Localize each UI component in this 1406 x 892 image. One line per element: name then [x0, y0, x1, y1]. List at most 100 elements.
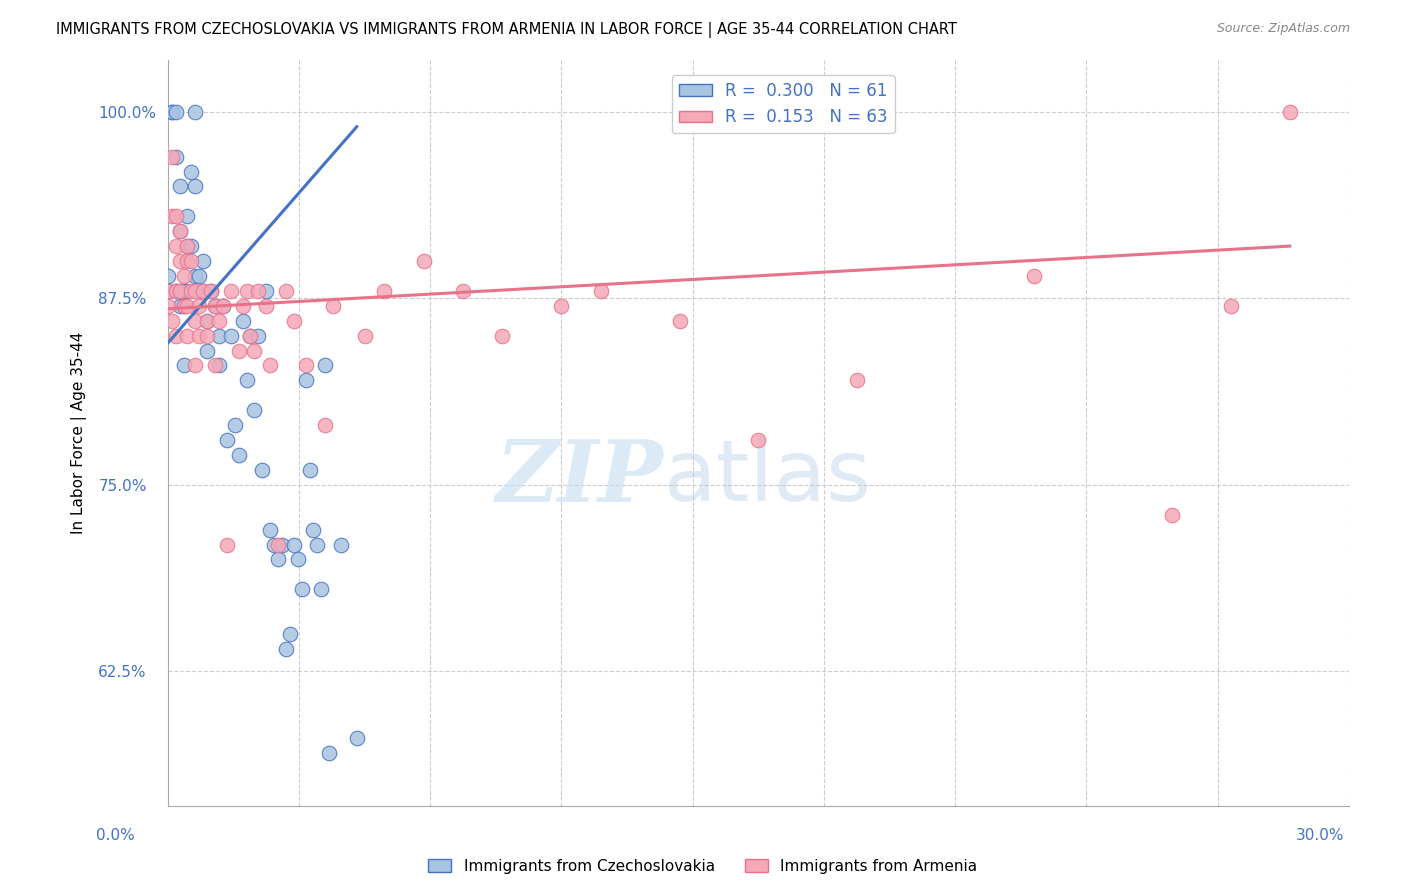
Point [160, 104, 183, 119]
Point [254, 299, 277, 313]
Point [184, 179, 207, 194]
Point [160, 209, 183, 223]
Point [322, 299, 344, 313]
Point [169, 254, 191, 268]
Point [267, 552, 290, 566]
Point [228, 448, 250, 462]
Point [208, 314, 231, 328]
Point [176, 209, 198, 223]
Point [274, 642, 297, 657]
Point [294, 373, 316, 387]
Point [195, 314, 218, 328]
Point [239, 328, 262, 343]
Point [165, 104, 187, 119]
Text: 0.0%: 0.0% [96, 828, 135, 843]
Point [169, 284, 191, 298]
Point [204, 299, 226, 313]
Legend: Immigrants from Czechoslovakia, Immigrants from Armenia: Immigrants from Czechoslovakia, Immigran… [422, 853, 984, 880]
Point [156, 299, 179, 313]
Point [1219, 299, 1241, 313]
Point [195, 314, 218, 328]
Point [314, 418, 336, 433]
Point [224, 418, 246, 433]
Point [291, 582, 314, 597]
Point [219, 328, 242, 343]
Point [283, 314, 305, 328]
Text: Source: ZipAtlas.com: Source: ZipAtlas.com [1216, 22, 1350, 36]
Point [302, 523, 325, 537]
Y-axis label: In Labor Force | Age 35-44: In Labor Force | Age 35-44 [72, 332, 87, 533]
Point [208, 328, 231, 343]
Point [271, 537, 294, 551]
Point [180, 254, 202, 268]
Point [373, 284, 395, 298]
Point [491, 328, 513, 343]
Point [169, 179, 191, 194]
Point [318, 747, 340, 761]
Text: 30.0%: 30.0% [1296, 828, 1344, 843]
Point [169, 299, 191, 313]
Point [232, 314, 254, 328]
Point [169, 284, 191, 298]
Point [353, 328, 375, 343]
Point [1022, 268, 1045, 283]
Point [180, 164, 202, 178]
Point [156, 268, 179, 283]
Point [195, 343, 218, 358]
Point [294, 359, 316, 373]
Point [668, 314, 690, 328]
Point [184, 314, 207, 328]
Point [330, 537, 353, 551]
Point [200, 284, 222, 298]
Point [165, 284, 187, 298]
Text: IMMIGRANTS FROM CZECHOSLOVAKIA VS IMMIGRANTS FROM ARMENIA IN LABOR FORCE | AGE 3: IMMIGRANTS FROM CZECHOSLOVAKIA VS IMMIGR… [56, 22, 957, 38]
Point [247, 284, 270, 298]
Point [314, 359, 336, 373]
Point [263, 537, 285, 551]
Point [747, 433, 769, 447]
Point [235, 373, 257, 387]
Point [307, 537, 329, 551]
Point [215, 537, 238, 551]
Point [169, 224, 191, 238]
Point [212, 299, 235, 313]
Point [176, 328, 198, 343]
Point [156, 284, 179, 298]
Point [346, 731, 368, 746]
Point [184, 284, 207, 298]
Point [173, 299, 195, 313]
Point [243, 343, 266, 358]
Point [1160, 508, 1182, 522]
Point [550, 299, 572, 313]
Point [156, 284, 179, 298]
Point [188, 328, 211, 343]
Point [311, 582, 333, 597]
Point [173, 359, 195, 373]
Point [165, 150, 187, 164]
Point [412, 254, 434, 268]
Point [247, 328, 270, 343]
Point [259, 359, 281, 373]
Point [219, 284, 242, 298]
Point [188, 268, 211, 283]
Point [165, 328, 187, 343]
Point [274, 284, 297, 298]
Point [180, 284, 202, 298]
Point [252, 463, 274, 477]
Text: ZIP: ZIP [496, 435, 664, 519]
Point [193, 254, 215, 268]
Point [188, 299, 211, 313]
Point [215, 433, 238, 447]
Point [173, 268, 195, 283]
Point [176, 299, 198, 313]
Legend: R =  0.300   N = 61, R =  0.153   N = 63: R = 0.300 N = 61, R = 0.153 N = 63 [672, 76, 894, 133]
Point [165, 239, 187, 253]
Point [204, 359, 226, 373]
Point [283, 537, 305, 551]
Point [1278, 104, 1301, 119]
Point [243, 403, 266, 417]
Point [200, 284, 222, 298]
Point [193, 284, 215, 298]
Point [228, 343, 250, 358]
Point [165, 284, 187, 298]
